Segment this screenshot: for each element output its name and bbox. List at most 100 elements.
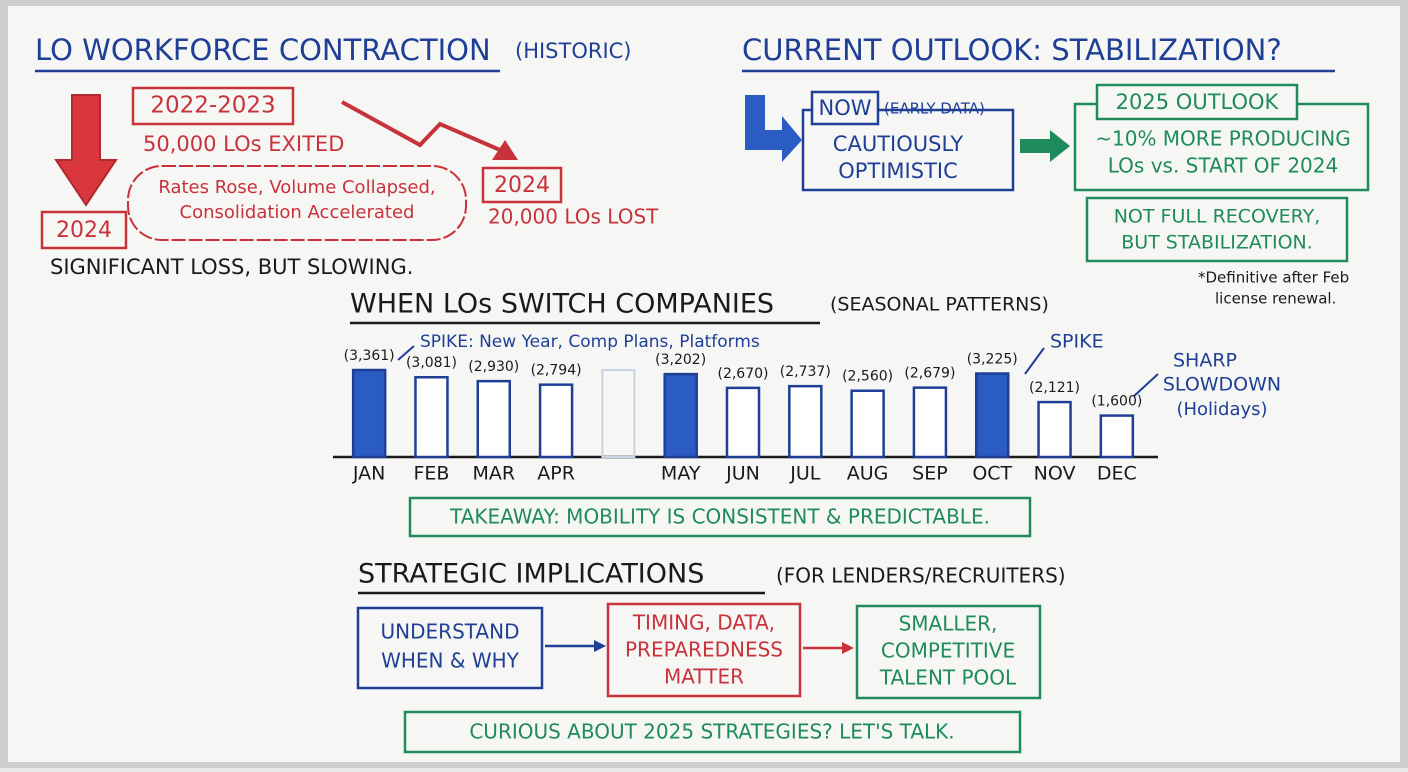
takeaway: TAKEAWAY: MOBILITY IS CONSISTENT & PREDI… xyxy=(449,505,990,529)
x-tick-label: OCT xyxy=(972,463,1012,485)
step: COMPETITIVE xyxy=(881,639,1015,663)
year: 2024 xyxy=(494,173,550,198)
chart-title: WHEN LOs SWITCH COMPANIES xyxy=(350,289,774,320)
title: LO WORKFORCE CONTRACTION xyxy=(35,33,491,67)
bar xyxy=(538,383,574,459)
bar xyxy=(912,386,948,459)
x-tick-label: DEC xyxy=(1097,463,1137,485)
bar xyxy=(663,372,698,459)
x-tick-label: NOV xyxy=(1034,463,1076,485)
cause: Rates Rose, Volume Collapsed, xyxy=(158,177,435,198)
step: UNDERSTAND xyxy=(381,620,520,644)
x-tick-label: JAN xyxy=(352,463,385,485)
value-label: (2,794) xyxy=(531,363,582,379)
arrowhead xyxy=(842,642,854,654)
footnote: license renewal. xyxy=(1215,290,1336,308)
value-label: (2,930) xyxy=(468,359,519,375)
box xyxy=(606,602,802,698)
bar xyxy=(414,375,449,459)
box xyxy=(810,90,880,126)
value-label: (2,560) xyxy=(842,369,893,385)
box xyxy=(408,496,1032,538)
x-tick-label: SEP xyxy=(912,463,948,485)
down-arrow xyxy=(54,94,118,207)
box xyxy=(481,166,563,204)
annotation: SPIKE: New Year, Comp Plans, Platforms xyxy=(420,332,760,352)
period: 2022-2023 xyxy=(150,93,275,119)
x-tick-label: FEB xyxy=(413,463,449,485)
summary: SIGNIFICANT LOSS, BUT SLOWING. xyxy=(50,255,413,279)
x-tick-label: MAY xyxy=(661,463,701,485)
annotation: SLOWDOWN xyxy=(1163,374,1281,396)
step: WHEN & WHY xyxy=(381,649,520,673)
exited: 50,000 LOs EXITED xyxy=(143,132,344,156)
bar xyxy=(850,389,885,459)
title-note: (HISTORIC) xyxy=(515,39,632,63)
value-label: (1,600) xyxy=(1091,394,1142,410)
x-tick-label: JUN xyxy=(725,463,760,485)
value-label: (2,737) xyxy=(780,364,831,380)
bar xyxy=(476,379,512,459)
arrow xyxy=(1020,130,1070,162)
box xyxy=(1085,196,1349,263)
outlook-text: LOs vs. START OF 2024 xyxy=(1108,154,1338,178)
placeholder-bar xyxy=(601,369,636,458)
box xyxy=(403,710,1022,754)
bar xyxy=(1099,414,1135,459)
box xyxy=(40,210,128,250)
value-label: (2,670) xyxy=(717,366,768,382)
cta: CURIOUS ABOUT 2025 STRATEGIES? LET'S TAL… xyxy=(469,720,954,744)
annotation: SHARP xyxy=(1173,350,1237,372)
footnote: *Definitive after Feb xyxy=(1198,269,1349,287)
arrowhead xyxy=(594,640,606,652)
step: MATTER xyxy=(664,665,744,689)
value-label: (3,361) xyxy=(344,348,395,364)
chart-subtitle: (SEASONAL PATTERNS) xyxy=(830,294,1049,316)
year: 2024 xyxy=(56,218,112,243)
step: TALENT POOL xyxy=(879,666,1017,690)
step: SMALLER, xyxy=(899,612,998,636)
outlook-text: ~10% MORE PRODUCING xyxy=(1095,127,1351,151)
annotation: SPIKE xyxy=(1050,331,1104,353)
value-label: (3,225) xyxy=(967,352,1018,368)
x-tick-label: MAR xyxy=(472,463,515,485)
value-label: (2,121) xyxy=(1029,380,1080,396)
annotation-arrow xyxy=(1133,373,1159,397)
step: TIMING, DATA, xyxy=(632,611,775,635)
outlook-note: NOT FULL RECOVERY, xyxy=(1114,206,1321,228)
x-tick-label: JUL xyxy=(789,463,821,485)
box xyxy=(1095,83,1299,121)
lost: 20,000 LOs LOST xyxy=(488,205,659,229)
title: CURRENT OUTLOOK: STABILIZATION? xyxy=(742,33,1282,67)
bar xyxy=(974,372,1010,459)
x-tick-label: APR xyxy=(537,463,575,485)
box xyxy=(356,606,544,690)
board xyxy=(8,6,1400,762)
now-note: (EARLY DATA) xyxy=(884,100,985,118)
now-text: OPTIMISTIC xyxy=(838,159,958,183)
chart: WHEN LOs SWITCH COMPANIES (SEASONAL PATT… xyxy=(333,289,1281,538)
value-label: (2,679) xyxy=(904,366,955,382)
bar xyxy=(351,368,387,459)
now-text: CAUTIOUSLY xyxy=(833,132,964,156)
bar xyxy=(725,386,761,459)
step: PREPAREDNESS xyxy=(625,638,783,662)
annotation-arrow xyxy=(1024,347,1045,375)
value-label: (3,202) xyxy=(655,352,706,368)
cloud xyxy=(127,165,467,241)
outlook-note: BUT STABILIZATION. xyxy=(1121,232,1313,254)
title: STRATEGIC IMPLICATIONS xyxy=(358,559,704,590)
cause: Consolidation Accelerated xyxy=(180,202,415,223)
box xyxy=(131,86,295,126)
value-label: (3,081) xyxy=(406,355,457,371)
box xyxy=(855,604,1042,700)
now: NOW xyxy=(818,96,871,120)
bent-arrow xyxy=(745,95,802,162)
bar xyxy=(788,384,823,459)
arrowhead xyxy=(492,140,518,160)
annotation-arrow xyxy=(397,345,415,361)
x-tick-label: AUG xyxy=(847,463,889,485)
bar xyxy=(1037,400,1072,459)
